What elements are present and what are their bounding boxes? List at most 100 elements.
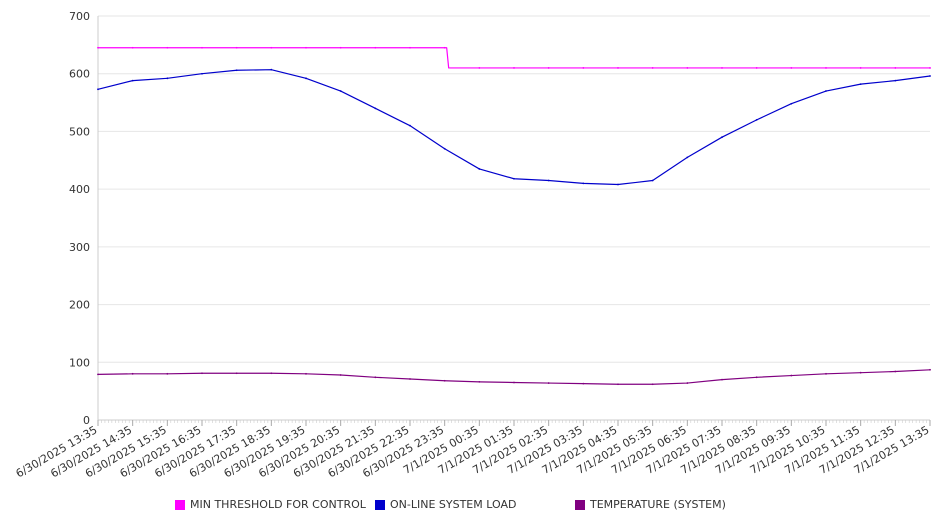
data-point (617, 67, 619, 69)
data-point (582, 67, 585, 69)
data-point (305, 77, 307, 80)
data-point (894, 370, 897, 373)
data-point (582, 182, 585, 185)
data-point (201, 372, 203, 375)
data-point (825, 90, 827, 92)
data-point (686, 67, 689, 69)
data-point (894, 79, 897, 82)
data-point (339, 46, 342, 49)
data-point (929, 368, 931, 371)
data-point (721, 378, 723, 381)
data-point (513, 177, 515, 180)
data-point (409, 46, 411, 49)
data-point (235, 46, 238, 49)
data-point (929, 75, 931, 77)
y-tick-label: 100 (69, 356, 90, 369)
data-point (651, 179, 654, 182)
data-point (686, 382, 689, 384)
legend-swatch-online-load (375, 499, 385, 510)
data-point (651, 383, 654, 386)
data-point (97, 46, 99, 49)
y-tick-label: 300 (69, 241, 90, 254)
data-point (651, 67, 654, 69)
data-point (201, 46, 203, 49)
data-point (339, 90, 342, 92)
data-point (201, 72, 203, 75)
legend-swatch-temperature (575, 499, 585, 510)
grid-lines (98, 15, 930, 421)
legend-item-temperature[interactable]: TEMPERATURE (SYSTEM) (575, 498, 726, 511)
data-point (131, 372, 134, 375)
data-point (617, 383, 619, 386)
legend: MIN THRESHOLD FOR CONTROL ON-LINE SYSTEM… (0, 498, 946, 514)
data-point (859, 83, 862, 86)
data-point (790, 374, 793, 377)
series-line-0 (98, 47, 930, 69)
data-point (305, 372, 307, 375)
data-point (270, 46, 273, 49)
data-point (686, 156, 689, 159)
data-point (755, 67, 758, 69)
data-point (825, 372, 827, 375)
legend-item-min-threshold[interactable]: MIN THRESHOLD FOR CONTROL (175, 498, 366, 511)
y-tick-label: 700 (69, 10, 90, 23)
data-point (409, 378, 411, 380)
data-point (755, 118, 758, 121)
data-point (374, 107, 377, 110)
data-point (755, 376, 758, 379)
legend-item-online-load[interactable]: ON-LINE SYSTEM LOAD (375, 498, 516, 511)
legend-label-online-load: ON-LINE SYSTEM LOAD (390, 498, 517, 511)
data-point (547, 179, 550, 182)
data-point (374, 376, 377, 379)
y-tick-label: 0 (83, 414, 90, 427)
data-point (235, 69, 238, 72)
legend-swatch-min-threshold (175, 499, 185, 510)
data-point (478, 67, 481, 69)
data-point (859, 67, 862, 69)
y-tick-label: 400 (69, 183, 90, 196)
legend-label-temperature: TEMPERATURE (SYSTEM) (590, 498, 726, 511)
data-point (859, 371, 862, 374)
data-point (166, 372, 169, 375)
data-point (97, 88, 99, 91)
data-point (721, 67, 723, 69)
data-point (478, 381, 481, 383)
data-point (825, 67, 827, 69)
data-point (513, 381, 515, 384)
data-point (443, 147, 446, 150)
y-tick-label: 500 (69, 125, 90, 138)
data-point (478, 168, 481, 170)
data-point (270, 68, 273, 71)
data-point (97, 373, 99, 376)
data-point (547, 67, 550, 69)
data-point (374, 46, 377, 49)
series-lines (97, 46, 931, 386)
x-axis: 6/30/2025 13:356/30/2025 14:356/30/2025 … (14, 419, 932, 480)
data-point (894, 67, 897, 69)
data-point (409, 124, 411, 127)
y-tick-label: 200 (69, 299, 90, 312)
data-point (166, 46, 169, 49)
data-point (443, 379, 446, 382)
data-point (721, 136, 723, 139)
data-point (235, 372, 238, 375)
data-point (790, 67, 793, 69)
data-point (547, 382, 550, 384)
data-point (513, 67, 515, 69)
data-point (131, 79, 134, 82)
legend-label-min-threshold: MIN THRESHOLD FOR CONTROL (190, 498, 366, 511)
data-point (131, 46, 134, 49)
data-point (617, 183, 619, 186)
data-point (582, 382, 585, 385)
y-tick-label: 600 (69, 68, 90, 81)
data-point (305, 46, 307, 49)
data-point (443, 46, 446, 49)
data-point (270, 372, 273, 375)
series-line-1 (97, 69, 931, 186)
y-axis: 0 100 200 300 400 500 600 700 (69, 10, 99, 427)
data-point (790, 102, 793, 105)
data-point (166, 77, 169, 80)
data-point (929, 67, 931, 69)
data-point (339, 374, 342, 376)
